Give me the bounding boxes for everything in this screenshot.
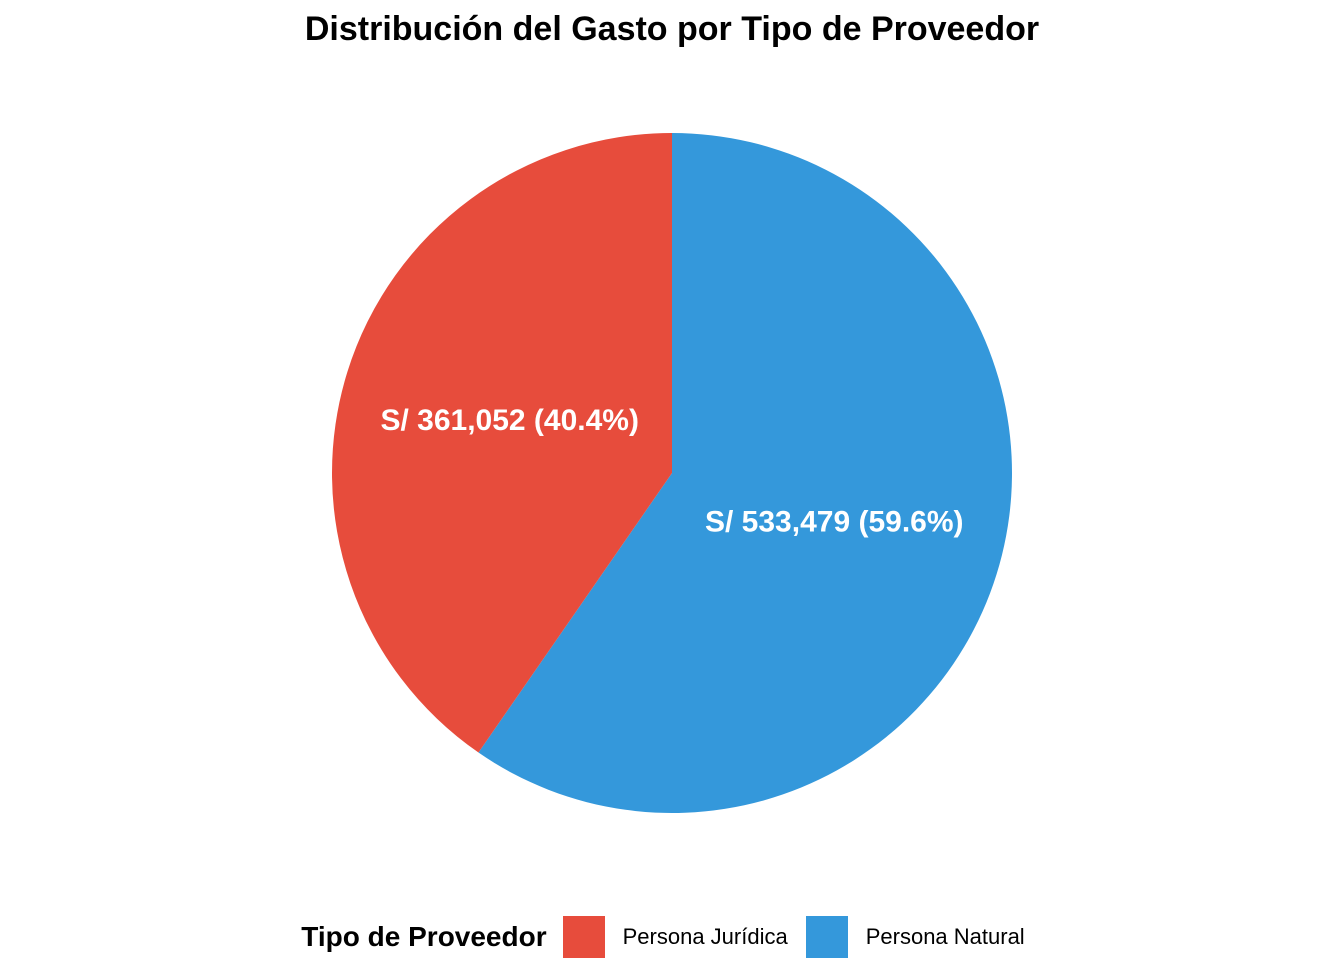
pie-slice-persona-natural: [478, 133, 1012, 814]
pie-slice-persona-juridica: [331, 133, 672, 753]
legend-label-persona-natural: Persona Natural: [865, 924, 1025, 949]
legend-item-persona-juridica: Persona Jurídica: [562, 916, 788, 958]
pie-label-persona-juridica: S/ 361,052 (40.4%): [380, 404, 639, 437]
pie-label-persona-natural: S/ 533,479 (59.6%): [705, 506, 964, 539]
legend-swatch-persona-natural: [805, 916, 848, 958]
legend-label-persona-juridica: Persona Jurídica: [622, 924, 788, 949]
legend-swatch-persona-juridica: [562, 916, 605, 958]
chart-title: Distribución del Gasto por Tipo de Prove…: [304, 10, 1040, 48]
legend-title: Tipo de Proveedor: [301, 921, 547, 952]
legend: Tipo de Proveedor Persona Jurídica Perso…: [0, 912, 1344, 962]
legend-item-persona-natural: Persona Natural: [805, 916, 1025, 958]
